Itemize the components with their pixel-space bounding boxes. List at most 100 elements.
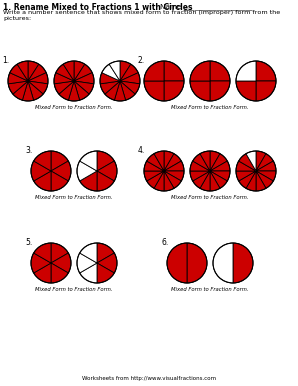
Wedge shape — [167, 243, 187, 283]
Wedge shape — [8, 81, 28, 94]
Wedge shape — [97, 263, 114, 283]
Wedge shape — [80, 171, 97, 191]
Wedge shape — [164, 171, 184, 181]
Wedge shape — [54, 81, 74, 94]
Wedge shape — [74, 81, 94, 94]
Wedge shape — [105, 81, 120, 100]
Wedge shape — [187, 243, 207, 283]
Wedge shape — [28, 73, 48, 84]
Wedge shape — [246, 151, 256, 171]
Wedge shape — [154, 171, 164, 191]
Circle shape — [8, 61, 48, 101]
Circle shape — [213, 243, 253, 283]
Wedge shape — [59, 81, 74, 100]
Wedge shape — [154, 151, 164, 171]
Wedge shape — [13, 81, 28, 100]
Circle shape — [31, 243, 71, 283]
Wedge shape — [100, 81, 120, 94]
Circle shape — [31, 151, 71, 191]
Wedge shape — [236, 161, 256, 171]
Circle shape — [236, 61, 276, 101]
Wedge shape — [246, 171, 256, 191]
Wedge shape — [74, 81, 89, 100]
Wedge shape — [200, 171, 210, 191]
Wedge shape — [80, 151, 97, 171]
Wedge shape — [80, 243, 97, 263]
Wedge shape — [213, 243, 233, 283]
Wedge shape — [164, 61, 184, 81]
Wedge shape — [74, 73, 94, 84]
Wedge shape — [233, 243, 253, 283]
Wedge shape — [34, 151, 51, 171]
Wedge shape — [190, 161, 210, 171]
Wedge shape — [77, 253, 97, 273]
Wedge shape — [120, 81, 135, 100]
Wedge shape — [114, 81, 126, 101]
Wedge shape — [164, 81, 184, 101]
Wedge shape — [51, 263, 68, 283]
Wedge shape — [28, 81, 43, 100]
Circle shape — [236, 151, 276, 191]
Text: Mixed Form to Fraction Form.: Mixed Form to Fraction Form. — [35, 287, 113, 292]
Wedge shape — [236, 171, 256, 181]
Wedge shape — [56, 64, 74, 81]
Wedge shape — [256, 171, 273, 188]
Wedge shape — [144, 161, 164, 171]
Wedge shape — [120, 61, 131, 81]
Wedge shape — [210, 154, 227, 171]
Wedge shape — [80, 263, 97, 283]
Wedge shape — [190, 81, 210, 101]
Wedge shape — [97, 243, 114, 263]
Wedge shape — [28, 81, 48, 94]
Text: Worksheets from http://www.visualfractions.com: Worksheets from http://www.visualfractio… — [82, 376, 216, 381]
Text: 1.: 1. — [2, 56, 9, 65]
Text: Mixed Form to Fraction Form.: Mixed Form to Fraction Form. — [171, 287, 249, 292]
Text: Mixed Form to Fraction Form.: Mixed Form to Fraction Form. — [171, 105, 249, 110]
Wedge shape — [236, 81, 256, 101]
Wedge shape — [28, 64, 46, 81]
Text: 3.: 3. — [25, 146, 32, 155]
Text: 4.: 4. — [138, 146, 145, 155]
Wedge shape — [256, 171, 276, 181]
Wedge shape — [31, 161, 51, 181]
Wedge shape — [256, 161, 276, 171]
Wedge shape — [210, 81, 230, 101]
Wedge shape — [256, 151, 266, 171]
Wedge shape — [210, 171, 220, 191]
Wedge shape — [74, 61, 85, 81]
Text: Mixed Form to Fraction Form.: Mixed Form to Fraction Form. — [171, 195, 249, 200]
Text: Name ___________________: Name ___________________ — [160, 3, 252, 10]
Wedge shape — [144, 61, 164, 81]
Wedge shape — [193, 154, 210, 171]
Wedge shape — [164, 161, 184, 171]
Wedge shape — [97, 151, 114, 171]
Circle shape — [77, 151, 117, 191]
Wedge shape — [120, 81, 140, 94]
Wedge shape — [74, 64, 92, 81]
Wedge shape — [256, 81, 276, 101]
Wedge shape — [236, 61, 256, 81]
Wedge shape — [164, 171, 174, 191]
Wedge shape — [97, 253, 117, 273]
Wedge shape — [34, 171, 51, 191]
Wedge shape — [51, 151, 68, 171]
Circle shape — [100, 61, 140, 101]
Wedge shape — [109, 61, 120, 81]
Wedge shape — [210, 61, 230, 81]
Wedge shape — [147, 171, 164, 188]
Wedge shape — [51, 253, 71, 273]
Wedge shape — [8, 73, 28, 84]
Wedge shape — [120, 73, 140, 84]
Wedge shape — [190, 171, 210, 181]
Wedge shape — [51, 161, 71, 181]
Wedge shape — [239, 154, 256, 171]
Wedge shape — [100, 73, 120, 84]
Wedge shape — [54, 73, 74, 84]
Text: 6.: 6. — [161, 238, 168, 247]
Wedge shape — [34, 263, 51, 283]
Wedge shape — [97, 161, 117, 181]
Wedge shape — [51, 171, 68, 191]
Wedge shape — [51, 243, 68, 263]
Text: Mixed Form to Fraction Form.: Mixed Form to Fraction Form. — [35, 105, 113, 110]
Circle shape — [54, 61, 94, 101]
